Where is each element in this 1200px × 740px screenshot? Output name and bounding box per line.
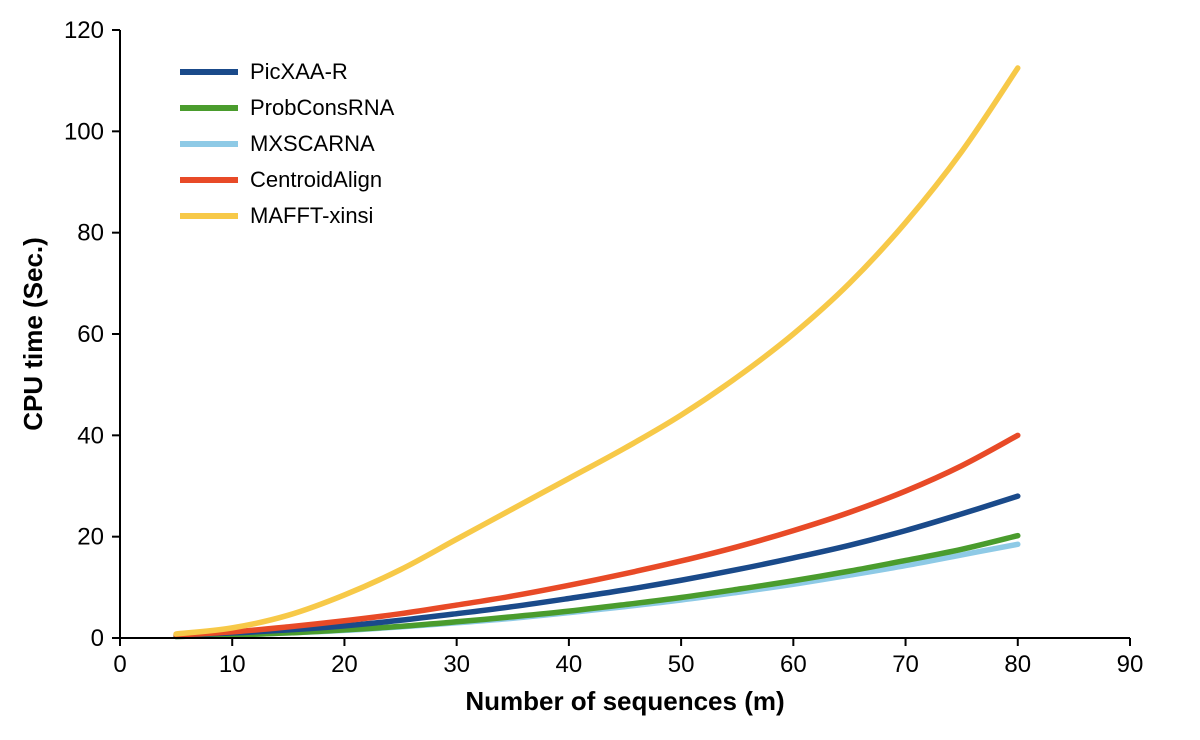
x-tick-label: 0 [113,651,126,678]
y-tick-label: 80 [77,220,104,247]
legend-swatch [180,69,238,75]
y-tick-label: 100 [64,118,104,145]
y-tick-label: 40 [77,422,104,449]
x-axis-label: Number of sequences (m) [465,686,784,716]
legend-label: MXSCARNA [250,131,375,156]
legend-swatch [180,141,238,147]
y-tick-label: 60 [77,321,104,348]
x-tick-label: 90 [1117,651,1144,678]
x-tick-label: 80 [1004,651,1031,678]
y-tick-label: 20 [77,524,104,551]
x-tick-label: 20 [331,651,358,678]
legend-label: PicXAA-R [250,59,348,84]
x-tick-label: 30 [443,651,470,678]
y-axis-label: CPU time (Sec.) [18,237,48,431]
chart-container: 0 10 20 30 40 50 60 70 80 90 0 20 40 60 80 100 120 Number… [0,0,1200,740]
legend-swatch [180,213,238,219]
x-tick-label: 10 [219,651,246,678]
x-tick-label: 60 [780,651,807,678]
legend-label: MAFFT-xinsi [250,203,373,228]
y-tick-label: 120 [64,17,104,44]
legend-label: ProbConsRNA [250,95,395,120]
x-tick-label: 40 [556,651,583,678]
y-tick-label: 0 [91,625,104,652]
x-tick-label: 70 [892,651,919,678]
line-chart: 0 10 20 30 40 50 60 70 80 90 0 20 40 60 80 100 120 Number… [0,0,1200,740]
legend-swatch [180,105,238,111]
legend-swatch [180,177,238,183]
x-tick-label: 50 [668,651,695,678]
legend-label: CentroidAlign [250,167,382,192]
